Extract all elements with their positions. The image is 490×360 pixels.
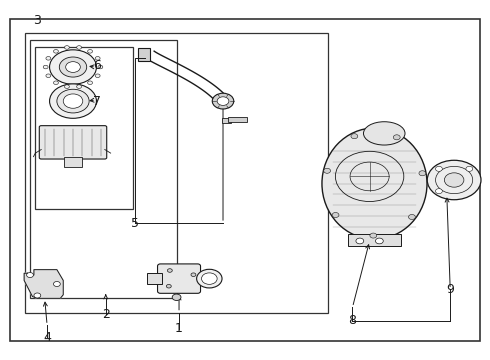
Circle shape: [53, 81, 58, 85]
Circle shape: [375, 238, 383, 244]
Text: 5: 5: [131, 216, 139, 230]
Circle shape: [356, 238, 364, 244]
Circle shape: [217, 97, 229, 105]
Ellipse shape: [322, 128, 427, 239]
Bar: [138, 48, 150, 61]
Bar: [64, 157, 82, 167]
Circle shape: [53, 50, 58, 53]
Circle shape: [427, 160, 481, 200]
Circle shape: [57, 89, 89, 113]
Circle shape: [88, 81, 93, 85]
Bar: [221, 118, 231, 123]
Circle shape: [59, 57, 87, 77]
Text: 7: 7: [94, 95, 101, 108]
Circle shape: [95, 57, 100, 60]
Text: 2: 2: [102, 308, 110, 321]
Circle shape: [196, 269, 222, 288]
Circle shape: [409, 215, 416, 220]
Circle shape: [76, 46, 81, 49]
Text: 6: 6: [94, 59, 101, 72]
FancyBboxPatch shape: [39, 126, 107, 159]
Circle shape: [95, 74, 100, 77]
Circle shape: [191, 273, 196, 276]
Text: 8: 8: [348, 314, 357, 327]
Bar: [147, 273, 162, 284]
Circle shape: [46, 74, 51, 77]
Circle shape: [49, 50, 97, 84]
Circle shape: [444, 173, 464, 187]
Circle shape: [26, 273, 33, 278]
Text: 1: 1: [175, 322, 183, 335]
Bar: [25, 33, 328, 313]
Circle shape: [65, 46, 70, 49]
Circle shape: [351, 134, 358, 139]
Circle shape: [332, 212, 339, 217]
FancyBboxPatch shape: [158, 264, 200, 293]
Circle shape: [63, 94, 83, 108]
Bar: [347, 234, 401, 246]
Text: 4: 4: [43, 330, 51, 343]
Circle shape: [167, 284, 172, 288]
Circle shape: [66, 62, 80, 72]
Bar: [35, 47, 133, 209]
Ellipse shape: [364, 122, 405, 145]
Circle shape: [34, 293, 41, 298]
Circle shape: [46, 57, 51, 60]
Circle shape: [88, 50, 93, 53]
Circle shape: [49, 84, 97, 118]
Bar: [228, 117, 247, 122]
Text: 9: 9: [446, 283, 454, 296]
Bar: [30, 40, 176, 298]
Circle shape: [201, 273, 217, 284]
Circle shape: [53, 282, 60, 287]
Circle shape: [76, 85, 81, 89]
Circle shape: [212, 93, 234, 109]
Circle shape: [168, 269, 172, 272]
Circle shape: [370, 233, 377, 238]
Circle shape: [98, 65, 103, 69]
Circle shape: [172, 294, 181, 301]
Circle shape: [324, 168, 331, 173]
Circle shape: [466, 166, 473, 171]
Circle shape: [43, 65, 48, 69]
Polygon shape: [24, 270, 63, 298]
Circle shape: [419, 171, 426, 176]
Circle shape: [393, 135, 400, 140]
Circle shape: [436, 189, 442, 194]
Circle shape: [65, 85, 70, 89]
Circle shape: [436, 166, 442, 171]
Text: 3: 3: [33, 14, 41, 27]
